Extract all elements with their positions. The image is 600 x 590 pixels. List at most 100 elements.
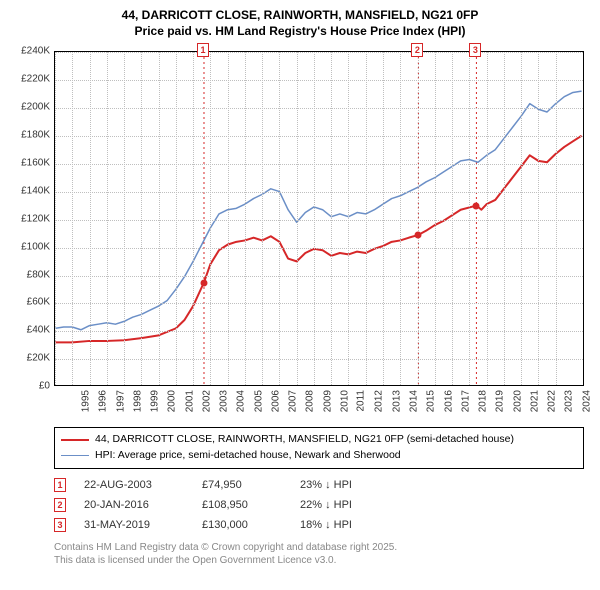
x-axis-label: 2007 xyxy=(287,390,298,412)
sale-row: 3 31-MAY-2019 £130,000 18% ↓ HPI xyxy=(54,515,584,535)
x-axis-label: 2015 xyxy=(426,390,437,412)
sale-date: 20-JAN-2016 xyxy=(84,499,184,511)
x-axis-label: 2022 xyxy=(546,390,557,412)
x-axis-label: 2000 xyxy=(167,390,178,412)
footer-line-2: This data is licensed under the Open Gov… xyxy=(54,554,584,567)
gridline-v xyxy=(418,52,419,385)
gridline-v xyxy=(331,52,332,385)
legend-box: 44, DARRICOTT CLOSE, RAINWORTH, MANSFIEL… xyxy=(54,427,584,469)
sale-point xyxy=(415,232,422,239)
x-axis-label: 2008 xyxy=(305,390,316,412)
legend-swatch xyxy=(61,439,89,441)
x-axis-label: 1998 xyxy=(132,390,143,412)
x-axis-label: 2016 xyxy=(443,390,454,412)
x-axis-label: 2020 xyxy=(512,390,523,412)
x-axis-label: 2001 xyxy=(184,390,195,412)
gridline-v xyxy=(141,52,142,385)
y-axis-label: £160K xyxy=(12,157,50,168)
chart-title: 44, DARRICOTT CLOSE, RAINWORTH, MANSFIEL… xyxy=(10,8,590,39)
gridline-v xyxy=(348,52,349,385)
gridline-v xyxy=(556,52,557,385)
footer-note: Contains HM Land Registry data © Crown c… xyxy=(54,541,584,567)
x-axis-label: 2013 xyxy=(391,390,402,412)
x-axis-label: 2011 xyxy=(356,390,367,412)
title-line-2: Price paid vs. HM Land Registry's House … xyxy=(10,24,590,40)
x-axis-label: 2010 xyxy=(339,390,350,412)
y-axis-label: £80K xyxy=(12,269,50,280)
x-axis-label: 2014 xyxy=(408,390,419,412)
series-property xyxy=(55,136,582,343)
x-axis-label: 2017 xyxy=(460,390,471,412)
legend-label: HPI: Average price, semi-detached house,… xyxy=(95,448,401,464)
gridline-v xyxy=(383,52,384,385)
x-axis-label: 2019 xyxy=(495,390,506,412)
sale-price: £130,000 xyxy=(202,519,282,531)
footer-line-1: Contains HM Land Registry data © Crown c… xyxy=(54,541,584,554)
x-axis-label: 2018 xyxy=(477,390,488,412)
legend-swatch xyxy=(61,455,89,456)
sale-date: 22-AUG-2003 xyxy=(84,479,184,491)
y-axis-label: £40K xyxy=(12,325,50,336)
x-axis-label: 2006 xyxy=(270,390,281,412)
gridline-v xyxy=(279,52,280,385)
y-axis-label: £60K xyxy=(12,297,50,308)
sale-marker-3: 3 xyxy=(469,43,481,57)
y-axis-label: £0 xyxy=(12,381,50,392)
sales-table: 1 22-AUG-2003 £74,950 23% ↓ HPI 2 20-JAN-2016… xyxy=(54,475,584,535)
gridline-v xyxy=(228,52,229,385)
sale-delta: 18% ↓ HPI xyxy=(300,519,400,531)
sale-delta: 22% ↓ HPI xyxy=(300,499,400,511)
gridline-v xyxy=(90,52,91,385)
y-axis-label: £140K xyxy=(12,185,50,196)
sale-point xyxy=(473,202,480,209)
sale-row-marker: 3 xyxy=(54,518,66,532)
gridline-v xyxy=(538,52,539,385)
sale-row-marker: 2 xyxy=(54,498,66,512)
sale-date: 31-MAY-2019 xyxy=(84,519,184,531)
y-axis-label: £120K xyxy=(12,213,50,224)
plot-area xyxy=(54,51,584,386)
gridline-v xyxy=(210,52,211,385)
gridline-v xyxy=(469,52,470,385)
x-axis-label: 2012 xyxy=(374,390,385,412)
x-axis-label: 2009 xyxy=(322,390,333,412)
x-axis-label: 2003 xyxy=(218,390,229,412)
legend-row: HPI: Average price, semi-detached house,… xyxy=(61,448,577,464)
gridline-v xyxy=(55,52,56,385)
gridline-v xyxy=(72,52,73,385)
x-axis-label: 1997 xyxy=(115,390,126,412)
gridline-v xyxy=(504,52,505,385)
gridline-v xyxy=(176,52,177,385)
x-axis-label: 2024 xyxy=(581,390,592,412)
gridline-v xyxy=(193,52,194,385)
sale-row: 1 22-AUG-2003 £74,950 23% ↓ HPI xyxy=(54,475,584,495)
x-axis-label: 2021 xyxy=(529,390,540,412)
y-axis-label: £220K xyxy=(12,74,50,85)
sale-marker-1: 1 xyxy=(197,43,209,57)
gridline-v xyxy=(245,52,246,385)
gridline-v xyxy=(107,52,108,385)
sale-row-marker: 1 xyxy=(54,478,66,492)
title-line-1: 44, DARRICOTT CLOSE, RAINWORTH, MANSFIEL… xyxy=(10,8,590,24)
sale-point xyxy=(200,279,207,286)
gridline-v xyxy=(297,52,298,385)
gridline-v xyxy=(487,52,488,385)
sale-price: £74,950 xyxy=(202,479,282,491)
gridline-v xyxy=(521,52,522,385)
gridline-v xyxy=(262,52,263,385)
y-axis-label: £200K xyxy=(12,102,50,113)
x-axis-label: 1996 xyxy=(98,390,109,412)
legend-label: 44, DARRICOTT CLOSE, RAINWORTH, MANSFIEL… xyxy=(95,432,514,448)
sale-delta: 23% ↓ HPI xyxy=(300,479,400,491)
gridline-v xyxy=(314,52,315,385)
y-axis-label: £180K xyxy=(12,129,50,140)
chart-zone: £0£20K£40K£60K£80K£100K£120K£140K£160K£1… xyxy=(10,45,590,425)
legend-row: 44, DARRICOTT CLOSE, RAINWORTH, MANSFIEL… xyxy=(61,432,577,448)
gridline-v xyxy=(452,52,453,385)
sale-marker-2: 2 xyxy=(411,43,423,57)
x-axis-label: 2005 xyxy=(253,390,264,412)
gridline-v xyxy=(366,52,367,385)
y-axis-label: £100K xyxy=(12,241,50,252)
x-axis-label: 2023 xyxy=(564,390,575,412)
series-hpi xyxy=(55,91,582,330)
